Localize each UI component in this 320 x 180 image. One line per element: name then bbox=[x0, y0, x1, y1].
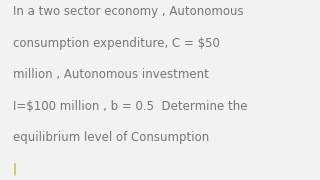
Text: |: | bbox=[13, 163, 17, 176]
Text: equilibrium level of Consumption: equilibrium level of Consumption bbox=[13, 131, 209, 144]
Text: In a two sector economy , Autonomous: In a two sector economy , Autonomous bbox=[13, 5, 244, 18]
Text: million , Autonomous investment: million , Autonomous investment bbox=[13, 68, 209, 81]
Text: I=$100 million , b = 0.5  Determine the: I=$100 million , b = 0.5 Determine the bbox=[13, 100, 247, 113]
Text: consumption expenditure, C = $50: consumption expenditure, C = $50 bbox=[13, 37, 220, 50]
